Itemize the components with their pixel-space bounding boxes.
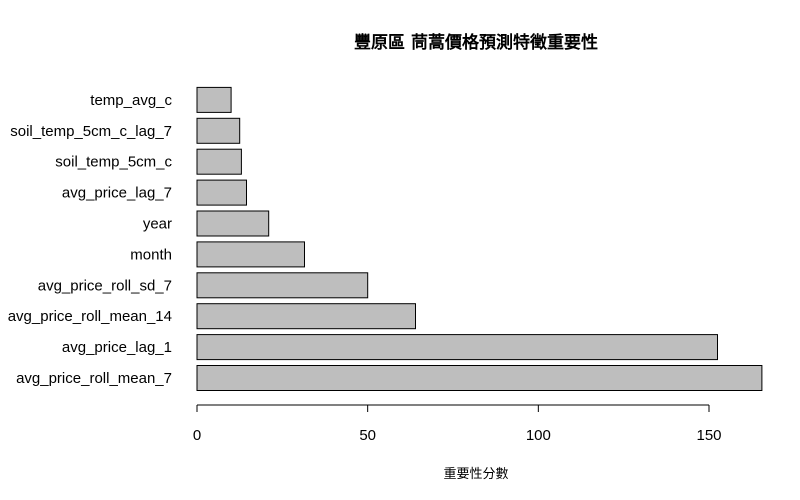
bar-soil-temp-5cm-c — [196, 148, 242, 175]
x-tick-label: 50 — [359, 427, 376, 444]
category-label: soil_temp_5cm_c_lag_7 — [10, 123, 172, 140]
x-tick-label: 100 — [526, 427, 551, 444]
category-labels-group: avg_price_roll_mean_7 avg_price_lag_1 avg_… — [8, 92, 173, 387]
bar-avg-price-roll-mean-14 — [196, 303, 416, 330]
category-label: temp_avg_c — [90, 92, 172, 109]
x-axis: 0 50 100 150 — [193, 404, 722, 444]
category-label: year — [143, 216, 172, 233]
category-label: avg_price_roll_mean_14 — [8, 308, 172, 325]
bar-avg-price-roll-mean-7 — [196, 365, 763, 391]
bar-month — [196, 241, 305, 268]
x-tick-label: 0 — [193, 427, 201, 444]
bar-avg-price-lag-1 — [196, 334, 718, 361]
bar-soil-temp-5cm-c-lag-7 — [196, 117, 241, 144]
category-label: avg_price_roll_mean_7 — [16, 370, 172, 387]
bar-temp-avg-c — [196, 86, 232, 113]
x-tick-label: 150 — [696, 427, 721, 444]
bar-avg-price-lag-7 — [196, 179, 247, 206]
bar-avg-price-roll-sd-7 — [196, 272, 369, 299]
category-label: soil_temp_5cm_c — [55, 154, 172, 171]
category-label: avg_price_lag_7 — [62, 185, 172, 202]
category-label: avg_price_roll_sd_7 — [38, 277, 172, 294]
category-label: month — [130, 246, 172, 263]
bar-year — [196, 210, 270, 237]
chart-title: 豐原區 茼蒿價格預測特徵重要性 — [354, 32, 598, 53]
x-axis-label: 重要性分數 — [443, 466, 508, 482]
category-label: avg_price_lag_1 — [62, 339, 172, 356]
bars-group — [196, 86, 763, 391]
